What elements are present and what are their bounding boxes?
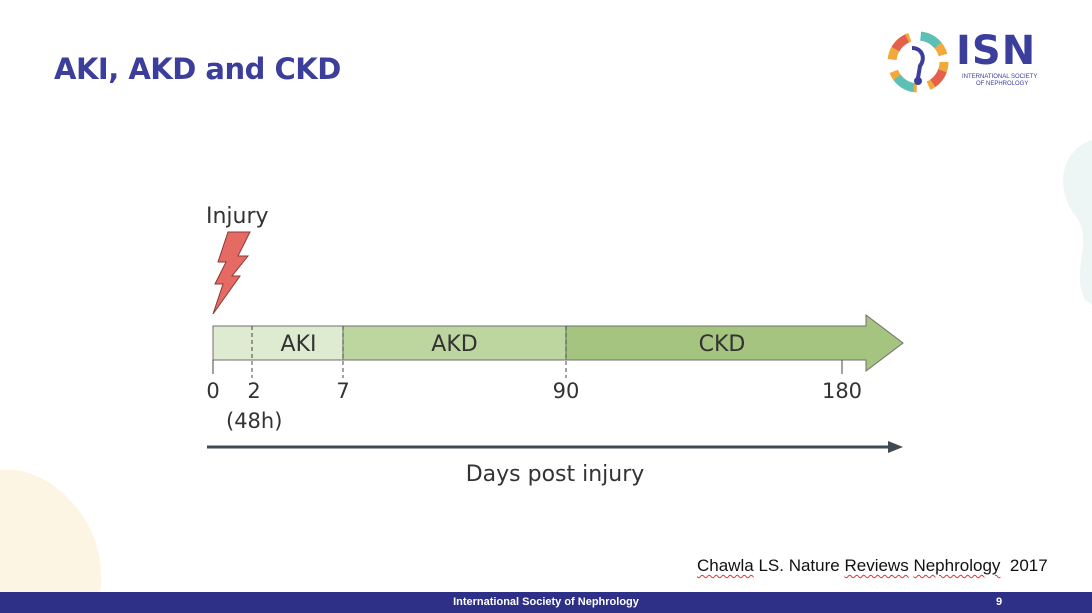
- citation-journal-word2: Reviews: [844, 556, 909, 575]
- tick-label-2: 2: [247, 379, 260, 403]
- logo-subtitle-line2: of Nephrology: [976, 81, 1029, 87]
- injury-label: Injury: [206, 204, 269, 229]
- citation-initials: LS.: [758, 556, 784, 575]
- citation-year: 2017: [1009, 556, 1048, 575]
- citation-author: Chawla: [697, 556, 754, 575]
- logo-subtitle-line1: International Society: [962, 74, 1038, 80]
- citation-journal-word1: Nature: [788, 556, 840, 575]
- citation-journal-word3: Nephrology: [913, 556, 1001, 575]
- logo-name: ISN: [956, 28, 1037, 74]
- tick-label-7: 7: [336, 379, 349, 403]
- tick-note-48h: (48h): [226, 409, 282, 433]
- phase-label-ckd: CKD: [699, 332, 746, 357]
- tick-label-0: 0: [206, 379, 219, 403]
- phase-label-aki: AKI: [281, 332, 317, 357]
- axis-label: Days post injury: [466, 462, 645, 487]
- slide-title: AKI, AKD and CKD: [54, 52, 341, 86]
- citation: Chawla LS. Nature Reviews Nephrology 201…: [697, 556, 1048, 576]
- tick-label-180: 180: [822, 379, 862, 403]
- page-number: 9: [996, 596, 1003, 608]
- time-axis-arrowhead: [888, 441, 903, 453]
- logo-subtitle: International Society of Nephrology: [962, 74, 1052, 88]
- aki-akd-ckd-timeline: Injury AKI AKD CKD 0 2 7 90 180 (48h) Da…: [206, 204, 904, 487]
- footer-text: International Society of Nephrology: [453, 596, 639, 608]
- phase-aki-segment: [212, 325, 344, 361]
- tick-label-90: 90: [553, 379, 580, 403]
- footer-bar: International Society of Nephrology 9: [0, 592, 1092, 613]
- phase-ckd-arrow: [565, 313, 904, 373]
- lightning-bolt-icon: [212, 231, 251, 315]
- isn-logo-icon: [887, 31, 949, 93]
- phase-label-akd: AKD: [431, 332, 477, 357]
- phase-akd-segment: [342, 325, 567, 361]
